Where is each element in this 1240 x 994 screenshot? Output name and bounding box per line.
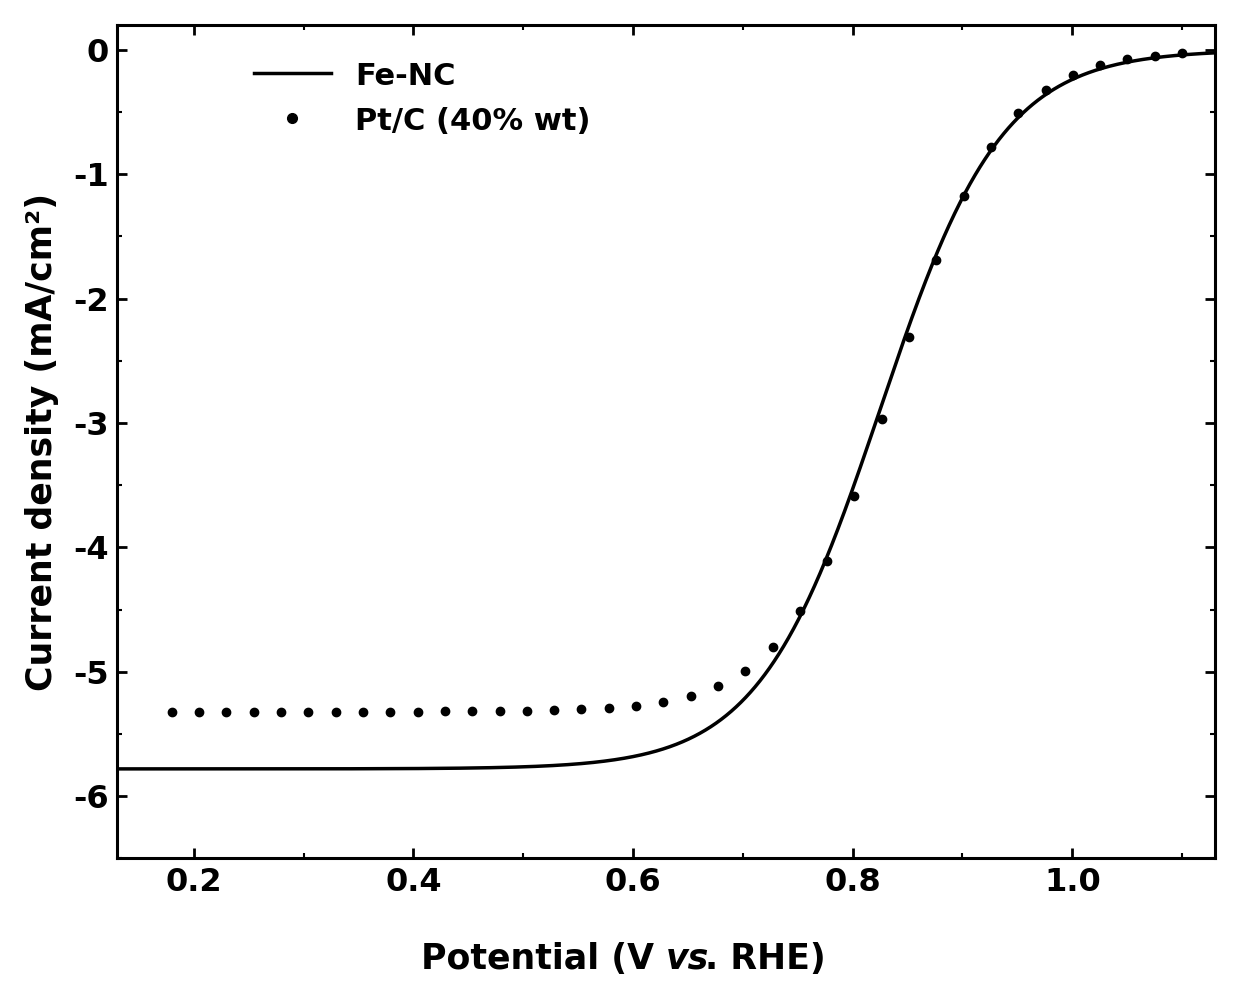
- Legend: Fe-NC, Pt/C (40% wt): Fe-NC, Pt/C (40% wt): [242, 49, 603, 149]
- Text: Potential (V: Potential (V: [420, 941, 666, 976]
- Text: . RHE): . RHE): [704, 941, 826, 976]
- Text: vs: vs: [666, 941, 709, 976]
- Y-axis label: Current density (mA/cm²): Current density (mA/cm²): [25, 193, 60, 691]
